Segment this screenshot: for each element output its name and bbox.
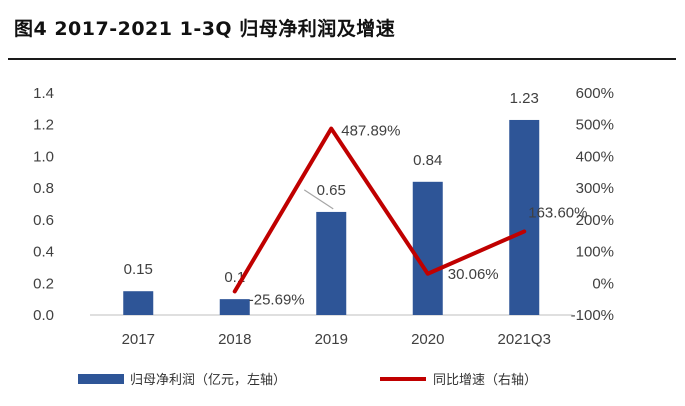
chart-title: 图4 2017-2021 1-3Q 归母净利润及增速 [14, 18, 396, 40]
legend-bar-label: 归母净利润（亿元，左轴） [130, 373, 286, 388]
left-axis-tick-label: 1.2 [33, 117, 54, 134]
bar-series [123, 119, 540, 315]
bar [316, 211, 347, 315]
title-divider [8, 58, 676, 60]
bar [412, 181, 443, 315]
category-labels: 2017 2018 2019 2020 2021Q3 [122, 331, 551, 348]
left-axis-tick-label: 0.2 [33, 275, 54, 292]
left-axis-tick-label: 0.8 [33, 180, 54, 197]
right-axis-tick-label: 400% [576, 148, 614, 165]
bar-value-label: 0.84 [413, 152, 442, 169]
left-axis-tick-label: 1.0 [33, 148, 54, 165]
right-axis-tick-label: 0% [592, 275, 614, 292]
bar-value-label: 1.23 [510, 90, 539, 107]
legend-line-label: 同比增速（右轴） [433, 373, 537, 388]
left-axis-tick-label: 0.0 [33, 307, 54, 324]
label-leader-line [303, 189, 334, 210]
bar-value-label: 0.65 [317, 182, 346, 199]
bar [219, 299, 250, 315]
line-value-label: 30.06% [448, 266, 499, 283]
bar-data-labels: 0.15 0.10.650.841.23 [124, 90, 539, 286]
category-label: 2018 [218, 331, 251, 348]
line-data-labels: -25.69% 487.89% 30.06% 163.60% [249, 123, 588, 309]
right-axis-tick-label: 300% [576, 180, 614, 197]
category-label: 2019 [315, 331, 348, 348]
bar-value-label: 0.15 [124, 261, 153, 278]
right-axis: -100% 0% 100% 200% 300% 400% 500% 600% [571, 85, 614, 324]
line-value-label: 487.89% [341, 123, 400, 140]
growth-line [232, 126, 527, 294]
line-series [232, 126, 527, 294]
right-axis-tick-label: 600% [576, 85, 614, 102]
bar [509, 119, 540, 315]
line-value-label: -25.69% [249, 291, 305, 308]
legend-bar-swatch [78, 374, 124, 384]
right-axis-tick-label: 200% [576, 212, 614, 229]
category-label: 2020 [411, 331, 444, 348]
category-label: 2017 [122, 331, 155, 348]
category-label: 2021Q3 [498, 331, 551, 348]
bar [123, 291, 154, 315]
right-axis-tick-label: -100% [571, 307, 614, 324]
left-axis-tick-label: 0.4 [33, 244, 54, 261]
legend: 归母净利润（亿元，左轴） 同比增速（右轴） [78, 373, 537, 388]
right-axis-tick-label: 100% [576, 244, 614, 261]
left-axis-tick-label: 1.4 [33, 85, 54, 102]
right-axis-tick-label: 500% [576, 117, 614, 134]
left-axis: 0.0 0.2 0.4 0.6 0.8 1.0 1.2 1.4 [33, 85, 54, 324]
left-axis-tick-label: 0.6 [33, 212, 54, 229]
line-value-label: 163.60% [528, 204, 587, 221]
